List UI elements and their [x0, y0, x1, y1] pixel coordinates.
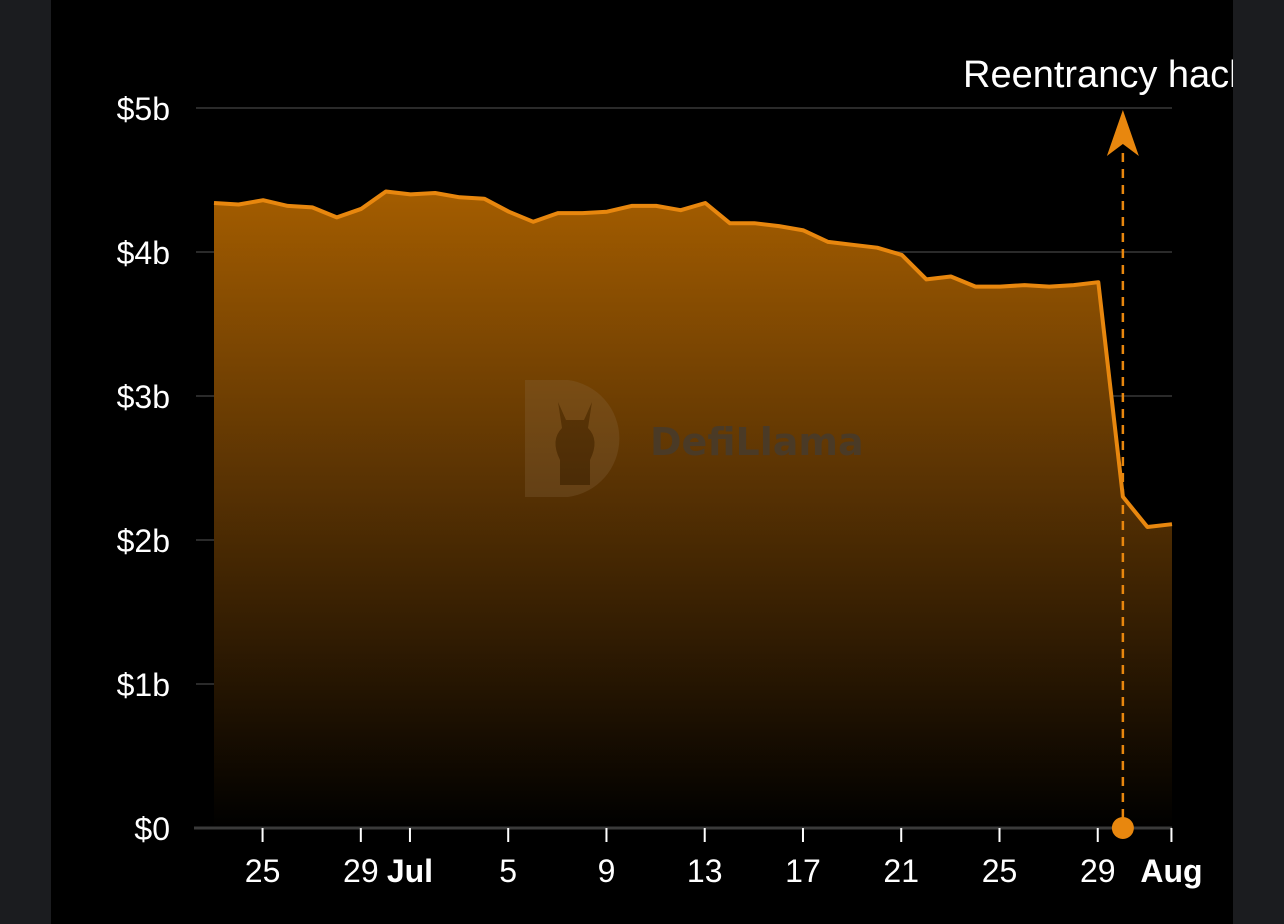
- x-tick-label: 21: [883, 853, 919, 889]
- area-fill: [214, 191, 1172, 828]
- y-tick-label: $4b: [117, 235, 170, 271]
- series-line: [213, 189, 1173, 529]
- annotation-arrow-icon: [1106, 110, 1139, 156]
- x-tick-label: 25: [245, 853, 281, 889]
- llama-logo-icon: [525, 380, 620, 497]
- y-tick-label: $2b: [117, 523, 170, 559]
- x-tick-label: Aug: [1140, 853, 1202, 889]
- series-path: [213, 189, 1173, 529]
- x-tick-label: 9: [598, 853, 616, 889]
- annotation-label-clip: Reentrancy hack: [963, 54, 1249, 96]
- x-tick-label: 29: [1080, 853, 1116, 889]
- x-tick-label: Jul: [387, 853, 433, 889]
- x-tick-label: 25: [982, 853, 1018, 889]
- y-tick-label: $0: [134, 811, 170, 847]
- x-tick-label: 17: [785, 853, 821, 889]
- area-shape: [214, 191, 1172, 828]
- annotation-label: Reentrancy hack: [963, 54, 1249, 96]
- watermark-text: DefiLlama: [650, 420, 864, 464]
- defillama-watermark: DefiLlama: [525, 380, 864, 497]
- annotation: Reentrancy hack: [963, 54, 1249, 839]
- annotation-marker: [1111, 817, 1134, 839]
- x-tick-label: 13: [687, 853, 723, 889]
- x-tick-label: 29: [343, 853, 379, 889]
- y-tick-label: $3b: [117, 379, 170, 415]
- y-tick-label: $5b: [117, 91, 170, 127]
- y-tick-label: $1b: [117, 667, 170, 703]
- x-tick-label: 5: [499, 853, 517, 889]
